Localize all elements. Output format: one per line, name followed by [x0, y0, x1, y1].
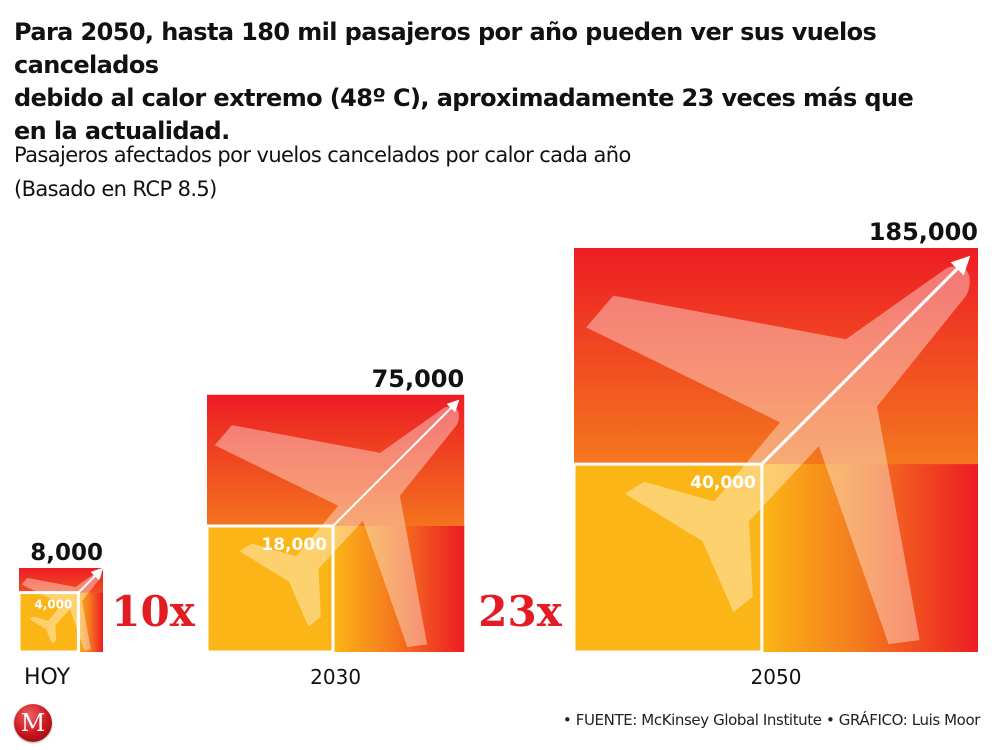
bar-max-lower-2030: [333, 525, 465, 652]
milenio-logo: M: [14, 704, 52, 742]
bar-group-hoy: 8,000 4,000 HOY: [17, 540, 104, 690]
multiplier-label: 10x: [111, 587, 195, 636]
headline-line-3: en la actualidad.: [14, 117, 230, 145]
value-label-max: 75,000: [372, 365, 465, 393]
plane-icon: [586, 266, 970, 645]
bar-min-2030: [205, 524, 335, 654]
bar-min-2050: [572, 462, 764, 654]
plane-icon: [214, 406, 460, 647]
value-label-min: 18,000: [261, 535, 327, 555]
subtitle-line-2: (Basado en RCP 8.5): [14, 177, 217, 201]
value-label-min: 4,000: [34, 598, 72, 612]
headline: Para 2050, hasta 180 mil pasajeros por a…: [14, 16, 974, 148]
category-label: 2030: [310, 665, 361, 689]
growth-arrow-icon: [760, 255, 971, 466]
plane-icon: [21, 571, 102, 651]
multiplier-label: 23x: [478, 587, 562, 636]
subtitle-line-1: Pasajeros afectados por vuelos cancelado…: [14, 143, 631, 167]
source-credits: • FUENTE: McKinsey Global Institute • GR…: [562, 711, 980, 729]
growth-arrow-icon: [332, 399, 460, 527]
headline-line-2: debido al calor extremo (48º C), aproxim…: [14, 84, 914, 112]
category-label: HOY: [24, 665, 71, 690]
value-label-max: 8,000: [30, 540, 103, 566]
logo-letter: M: [20, 709, 46, 737]
value-label-max: 185,000: [869, 218, 978, 246]
bar-group-2030: 75,000 18,000 2030: [205, 365, 465, 689]
headline-line-1: Para 2050, hasta 180 mil pasajeros por a…: [14, 18, 877, 79]
category-label: 2050: [751, 665, 802, 689]
chart-subtitle: Pasajeros afectados por vuelos cancelado…: [14, 138, 914, 206]
growth-arrow-icon: [77, 567, 104, 594]
value-label-min: 40,000: [690, 473, 756, 493]
bar-max-lower-2050: [761, 464, 978, 652]
bar-max-lower-hoy: [78, 592, 104, 652]
bar-min-hoy: [17, 591, 80, 654]
bar-group-2050: 185,000 40,000 2050: [572, 218, 978, 689]
